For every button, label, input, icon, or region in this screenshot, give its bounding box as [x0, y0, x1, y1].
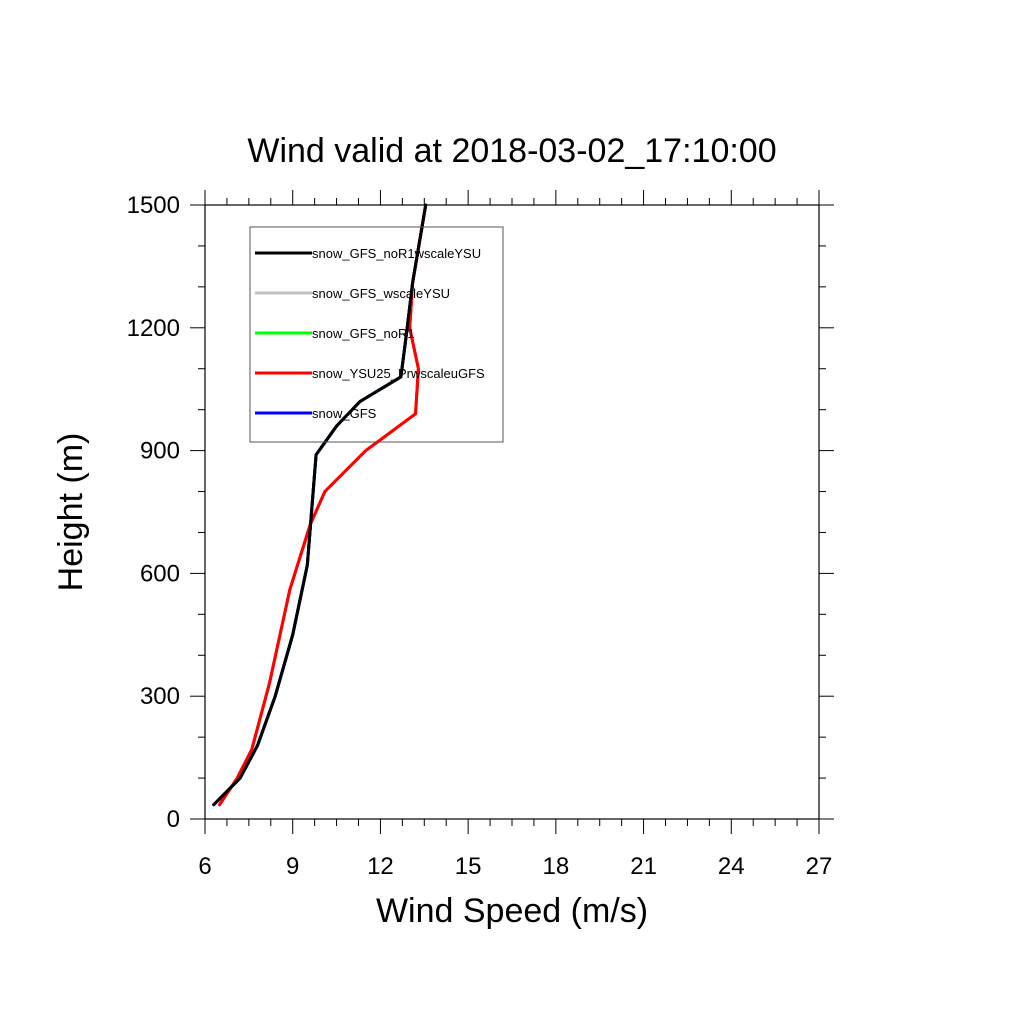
legend-label: snow_GFS_wscaleYSU — [312, 286, 450, 301]
x-tick-label: 24 — [718, 853, 745, 880]
x-tick-label: 27 — [806, 853, 833, 880]
y-tick-label: 900 — [140, 438, 180, 465]
y-tick-label: 1500 — [127, 192, 180, 219]
y-tick-label: 0 — [167, 806, 180, 833]
y-tick-label: 300 — [140, 683, 180, 710]
legend: snow_GFS_noR1wscaleYSU snow_GFS_wscaleYSU… — [249, 226, 504, 443]
x-tick-label: 9 — [286, 853, 299, 880]
legend-label: snow_GFS_noR1 — [312, 326, 415, 341]
legend-label: snow_GFS — [312, 406, 377, 421]
chart-title: Wind valid at 2018-03-02_17:10:00 — [247, 132, 776, 170]
series-line-top-3 — [218, 203, 428, 807]
x-tick-label: 6 — [198, 853, 211, 880]
plot-layer: 6 9 12 15 18 21 24 27 0 300 600 900 1200 1500 — [127, 190, 834, 880]
x-tick-label: 15 — [455, 853, 482, 880]
legend-box — [249, 226, 504, 443]
y-axis-label: Height (m) — [52, 433, 90, 592]
series-line-top-0 — [212, 203, 428, 807]
y-tick-label: 1200 — [127, 315, 180, 342]
x-tick-label: 21 — [630, 853, 657, 880]
x-tick-label: 18 — [543, 853, 570, 880]
x-axis-label: Wind Speed (m/s) — [376, 892, 648, 930]
legend-label: snow_YSU25_PrwscaleuGFS — [312, 366, 485, 381]
x-tick-label: 12 — [367, 853, 394, 880]
legend-label: snow_GFS_noR1wscaleYSU — [312, 246, 481, 261]
y-tick-label: 600 — [140, 560, 180, 587]
